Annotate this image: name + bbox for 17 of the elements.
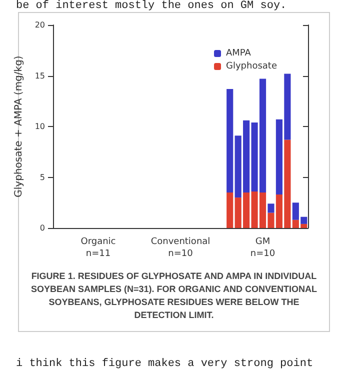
y-tick-label: 0 xyxy=(40,224,45,232)
y-tick-label: 15 xyxy=(34,71,45,80)
text: be of interest mostly the ones on GM soy. xyxy=(16,0,287,12)
x-tick-label: Conventional n=10 xyxy=(150,237,210,259)
bar xyxy=(226,88,234,192)
y-tick-label: 5 xyxy=(40,172,45,182)
x-tick-label: Organic n=11 xyxy=(80,237,116,259)
text: i think this figure makes a very strong point xyxy=(16,358,314,370)
bar xyxy=(268,204,274,213)
x-tick-label: GM n=10 xyxy=(250,237,276,259)
y-axis-title: Glyphosate + AMPA (mg/kg) xyxy=(13,56,24,198)
y-tick-label: 20 xyxy=(34,20,45,30)
legend-label: Glyphosate xyxy=(226,62,278,72)
caption: FIGURE 1. RESIDUES OF GLYPHOSATE AND AMPA IN INDIVIDUAL SOYBEAN SAMPLES (N=31). FOR ORGANIC AND CONVENTIONAL SOYBEANS, GLYPHOSATE RESIDUES WERE BELOW THE DETECTION LIMIT. xyxy=(30,270,318,322)
y-tick-label: 10 xyxy=(34,122,45,131)
legend-label: AMPA xyxy=(226,48,252,58)
bar xyxy=(226,192,234,228)
